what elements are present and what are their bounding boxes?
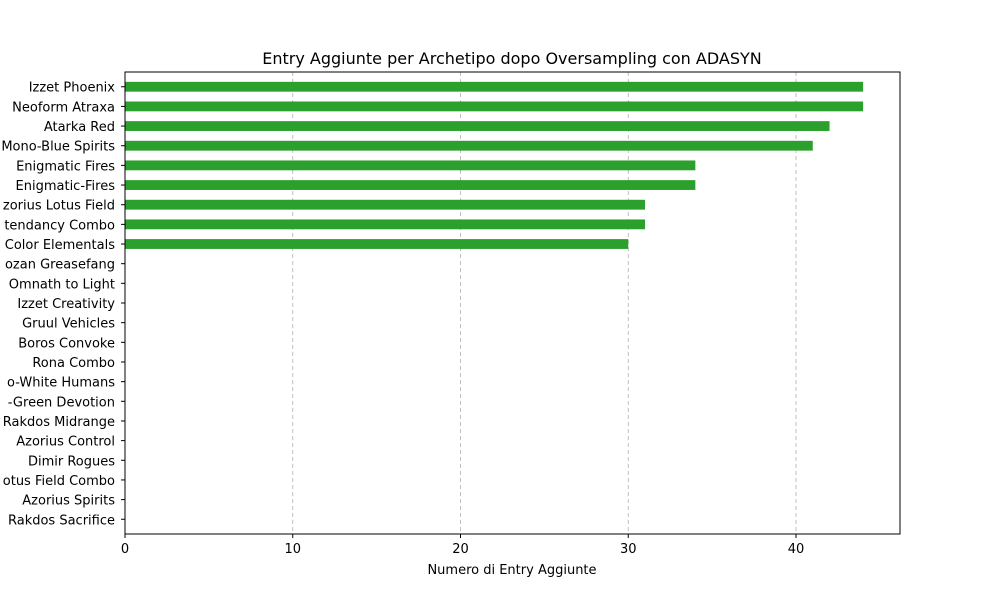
bar bbox=[125, 160, 696, 171]
x-axis-label: Numero di Entry Aggiunte bbox=[427, 563, 596, 578]
bars bbox=[125, 81, 864, 249]
bar bbox=[125, 81, 864, 92]
y-tick-label: Gruul Vehicles bbox=[22, 317, 115, 332]
bar bbox=[125, 199, 646, 210]
y-tick-label: o-White Humans bbox=[7, 376, 115, 391]
y-tick-label: Azorius Control bbox=[16, 435, 115, 450]
bar bbox=[125, 121, 830, 131]
y-tick-label: Boros Convoke bbox=[18, 336, 115, 351]
x-tick-label: 20 bbox=[452, 542, 469, 557]
bar bbox=[125, 140, 813, 151]
y-tick-label: Neoform Atraxa bbox=[12, 100, 115, 115]
x-tick-label: 10 bbox=[284, 542, 301, 557]
bar bbox=[125, 239, 629, 249]
x-axis-ticks: 0 10 20 30 40 bbox=[121, 534, 804, 557]
y-tick-label: Color Elementals bbox=[5, 238, 115, 253]
y-tick-label: otus Field Combo bbox=[3, 474, 115, 489]
y-tick-label: Azorius Spirits bbox=[22, 494, 115, 509]
y-tick-label: Izzet Phoenix bbox=[29, 81, 116, 96]
y-tick-label: Rona Combo bbox=[32, 356, 115, 371]
y-tick-label: -Green Devotion bbox=[8, 395, 115, 410]
chart-title: Entry Aggiunte per Archetipo dopo Oversa… bbox=[262, 49, 761, 68]
bar bbox=[125, 101, 864, 112]
y-tick-label: zorius Lotus Field bbox=[3, 199, 115, 214]
y-tick-label: Mono-Blue Spirits bbox=[1, 140, 115, 155]
y-tick-label: Omnath to Light bbox=[9, 277, 115, 292]
y-tick-label: ozan Greasefang bbox=[5, 258, 115, 273]
y-tick-label: Rakdos Midrange bbox=[3, 415, 115, 430]
y-tick-label: Rakdos Sacrifice bbox=[8, 513, 115, 528]
bar bbox=[125, 219, 646, 230]
bar bbox=[125, 180, 696, 190]
y-tick-label: Enigmatic-Fires bbox=[16, 179, 116, 194]
x-tick-label: 0 bbox=[121, 542, 129, 557]
y-tick-label: tendancy Combo bbox=[4, 218, 115, 233]
x-tick-label: 40 bbox=[788, 542, 805, 557]
y-tick-label: Atarka Red bbox=[44, 120, 115, 135]
y-tick-label: Dimir Rogues bbox=[28, 454, 115, 469]
y-tick-label: Enigmatic Fires bbox=[16, 159, 115, 174]
y-axis-ticks: Izzet Phoenix Neoform Atraxa Atarka Red Mon… bbox=[1, 81, 125, 528]
y-tick-label: Izzet Creativity bbox=[17, 297, 115, 312]
x-tick-label: 30 bbox=[620, 542, 637, 557]
